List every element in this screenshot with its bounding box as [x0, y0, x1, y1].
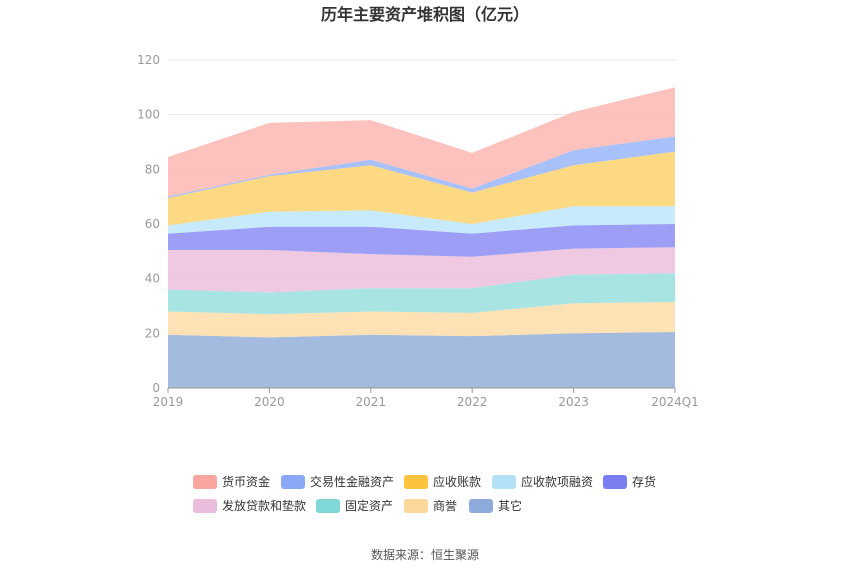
- legend-swatch: [404, 475, 428, 489]
- legend-label: 发放贷款和垫款: [222, 498, 306, 513]
- x-tick-label: 2021: [356, 395, 387, 409]
- x-tick-label: 2022: [457, 395, 488, 409]
- legend-label: 其它: [498, 498, 522, 513]
- legend-swatch: [193, 499, 217, 513]
- legend-label: 商誉: [433, 498, 457, 513]
- y-tick-label: 20: [145, 326, 160, 340]
- legend-swatch: [603, 475, 627, 489]
- area-series-8[interactable]: [168, 87, 675, 197]
- area-series-1[interactable]: [168, 301, 675, 338]
- y-tick-label: 80: [145, 162, 160, 176]
- area-series-group: [168, 87, 675, 388]
- legend-label: 交易性金融资产: [310, 474, 394, 489]
- y-tick-label: 120: [137, 53, 160, 67]
- y-tick-label: 0: [152, 381, 160, 395]
- legend-swatch: [492, 475, 516, 489]
- y-tick-label: 40: [145, 272, 160, 286]
- y-tick-label: 100: [137, 108, 160, 122]
- legend-swatch: [316, 499, 340, 513]
- data-source: 数据来源：恒生聚源: [371, 547, 479, 562]
- x-tick-label: 2023: [558, 395, 589, 409]
- legend-label: 货币资金: [222, 474, 270, 489]
- legend-item[interactable]: 其它: [469, 498, 522, 513]
- axes: 0 20 40 60 80 100 120 2019 2020 2021 2022 2023 2024Q…: [137, 53, 699, 409]
- legend-swatch: [193, 475, 217, 489]
- legend-item[interactable]: 发放贷款和垫款: [193, 498, 306, 513]
- legend-swatch: [404, 499, 428, 513]
- legend-item[interactable]: 货币资金: [193, 474, 270, 489]
- legend-item[interactable]: 交易性金融资产: [281, 474, 394, 489]
- chart-title: 历年主要资产堆积图（亿元）: [321, 5, 529, 24]
- legend-item[interactable]: 商誉: [404, 498, 457, 513]
- legend-label: 应收款项融资: [521, 474, 593, 489]
- legend-item[interactable]: 存货: [603, 474, 656, 489]
- area-series-5[interactable]: [168, 206, 675, 234]
- area-series-0[interactable]: [168, 331, 675, 388]
- x-tick-label: 2024Q1: [651, 395, 699, 409]
- area-series-6[interactable]: [168, 151, 675, 226]
- x-tick-label: 2020: [254, 395, 285, 409]
- area-series-4[interactable]: [168, 224, 675, 257]
- legend-item[interactable]: 固定资产: [316, 498, 393, 513]
- legend-swatch: [469, 499, 493, 513]
- area-series-2[interactable]: [168, 273, 675, 315]
- area-series-3[interactable]: [168, 247, 675, 293]
- legend-item[interactable]: 应收款项融资: [492, 474, 593, 489]
- x-tick-label: 2019: [153, 395, 184, 409]
- legend-label: 应收账款: [433, 474, 481, 489]
- legend-item[interactable]: 应收账款: [404, 474, 481, 489]
- legend-swatch: [281, 475, 305, 489]
- y-tick-label: 60: [145, 217, 160, 231]
- legend-label: 固定资产: [345, 498, 393, 513]
- legend-label: 存货: [632, 474, 656, 489]
